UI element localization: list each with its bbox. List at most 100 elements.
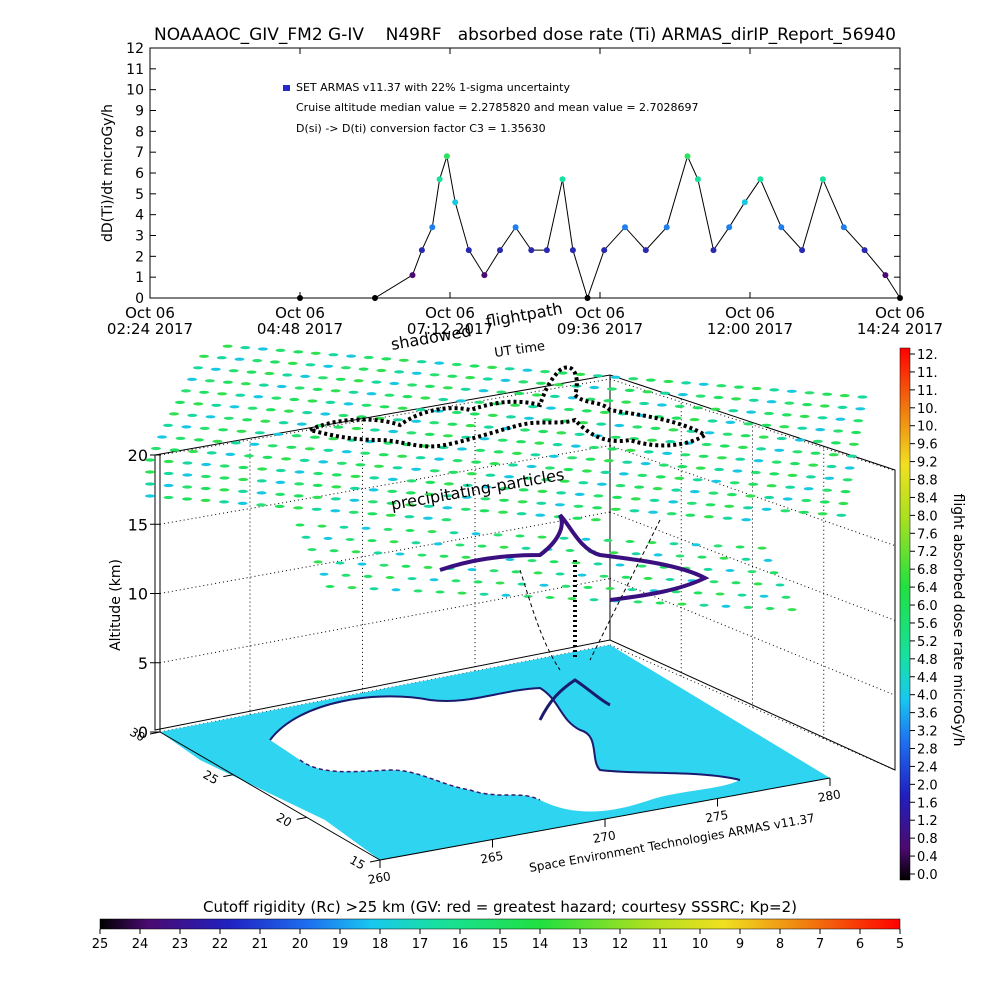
dose-dot [729, 481, 740, 485]
dose-dot-lower [493, 533, 503, 537]
dose-dot [838, 501, 849, 506]
dose-dot [252, 359, 263, 363]
dose-dot-lower [709, 580, 719, 584]
altitude-gridline-left [159, 578, 611, 664]
dose-dot [456, 447, 467, 451]
dose-dot [381, 357, 392, 361]
dose-dot [610, 375, 621, 379]
colorbar-right-tick-label: 3.2 [917, 725, 938, 740]
dose-dot [516, 512, 527, 516]
dose-dot [199, 354, 209, 358]
dose-dot [317, 376, 328, 380]
dose-dot [575, 372, 586, 376]
dose-point [584, 295, 591, 301]
colorbar-bottom-tick-label: 6 [856, 937, 864, 952]
dose-dot [815, 428, 826, 432]
dose-dot [373, 464, 384, 468]
dose-dot [731, 397, 742, 401]
dose-dot [480, 497, 491, 501]
dose-dot [805, 475, 816, 479]
dose-dot-lower [605, 587, 615, 590]
dose-dot-lower [379, 563, 389, 567]
dose-dot [674, 476, 685, 480]
colorbar-right-tick-label: 12. [917, 348, 938, 363]
dose-dot [331, 485, 342, 489]
dose-dot [522, 368, 533, 372]
dose-dot [253, 395, 264, 399]
dose-point [452, 199, 459, 206]
dose-dot [785, 485, 796, 489]
dose-dot [350, 474, 361, 478]
dose-dot [181, 425, 192, 429]
dose-dot [371, 380, 382, 384]
dose-dot-lower [653, 553, 663, 557]
dose-dot [725, 420, 736, 424]
dose-dot [181, 389, 191, 393]
dose-dot-lower [511, 570, 521, 574]
dose-dot [628, 377, 639, 381]
dose-dot [716, 456, 727, 460]
dose-dot [552, 443, 563, 447]
dose-dot [238, 465, 249, 470]
colorbar-bottom-gradient [99, 918, 901, 930]
dose-dot [424, 432, 435, 436]
dose-dot [200, 486, 211, 491]
dose-dot [728, 409, 739, 413]
dose-dot-lower [603, 538, 613, 542]
dose-dot-lower [413, 589, 423, 593]
dose-dot [817, 416, 828, 420]
dose-dot [333, 425, 344, 429]
dose-dot [648, 510, 659, 514]
dose-dot [296, 422, 307, 426]
dose-dot [257, 347, 268, 351]
dose-point [726, 224, 733, 231]
dose-dot [581, 409, 592, 413]
dose-dot-lower [369, 587, 379, 591]
dose-dot-lower [449, 531, 459, 535]
dose-dot [442, 434, 453, 438]
dose-dot [680, 453, 691, 457]
dose-dot [204, 379, 215, 383]
dose-dot [581, 469, 592, 473]
dose-dot [416, 360, 427, 364]
colorbar-right-tick-label: 9.2 [917, 456, 938, 471]
dose-dot [632, 425, 643, 429]
dose-dot [219, 488, 230, 492]
dose-dot [151, 446, 161, 451]
dose-dot [530, 453, 541, 457]
dose-dot [299, 458, 310, 462]
dose-dot [842, 478, 853, 482]
dose-dot [487, 365, 498, 369]
dose-dot [698, 454, 709, 458]
dose-dot [443, 494, 454, 498]
dose-dot [392, 466, 403, 470]
colorbar-right-title: flight absorbed dose rate microGy/h [950, 494, 966, 747]
dose-point [497, 247, 503, 254]
dose-dot [217, 392, 228, 396]
dose-dot-lower [625, 540, 635, 543]
dose-dot [610, 435, 621, 439]
dose-point [481, 272, 488, 279]
top-x-tick-label-time: 02:24 2017 [107, 320, 193, 338]
dose-dot-lower [307, 548, 317, 552]
dose-dot-lower [339, 525, 349, 529]
dose-dot-lower [515, 534, 525, 538]
dose-dot [485, 473, 496, 477]
dose-point [601, 247, 608, 254]
dose-dot [273, 432, 284, 436]
dose-dot-lower [741, 557, 751, 561]
dose-dot [557, 371, 568, 375]
dose-dot-lower [417, 553, 427, 557]
flightpath-shadow-track [309, 365, 709, 449]
dose-dot [293, 350, 304, 354]
dose-dot [223, 416, 234, 420]
dose-dot [254, 431, 265, 435]
dose-dot [794, 438, 805, 442]
dose-dot [692, 406, 703, 410]
dose-point [684, 153, 691, 160]
dose-dot-lower [583, 585, 593, 589]
dose-dot [496, 390, 507, 394]
dose-point [882, 272, 889, 279]
top-y-tick-label: 8 [135, 124, 144, 140]
dose-dot-lower [759, 594, 769, 598]
